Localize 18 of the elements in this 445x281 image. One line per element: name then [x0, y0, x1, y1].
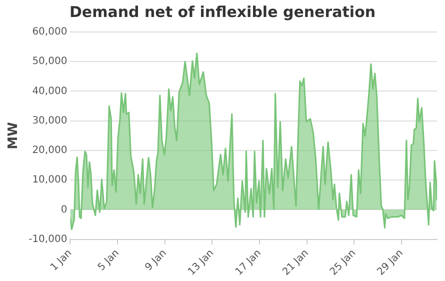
y-tick-label: 50,000	[32, 56, 68, 68]
y-tick-label: 60,000	[32, 26, 68, 38]
x-tick-label: 5 Jan	[96, 248, 122, 274]
x-tick-label: 1 Jan	[48, 248, 74, 274]
y-tick-label: -10,000	[28, 234, 68, 245]
y-tick-label: 0	[60, 204, 68, 216]
y-axis-title: MW	[6, 122, 22, 150]
x-tick-label: 25 Jan	[328, 248, 358, 278]
y-tick-label: 30,000	[32, 115, 68, 126]
x-tick-label: 17 Jan	[234, 248, 264, 278]
x-tick-label: 9 Jan	[143, 248, 169, 274]
chart-title: Demand net of inflexible generation	[68, 2, 377, 23]
y-tick-label: 40,000	[32, 86, 68, 97]
x-tick-label: 29 Jan	[376, 248, 406, 278]
y-tick-label: 20,000	[32, 145, 68, 156]
x-tick-label: 13 Jan	[186, 248, 216, 278]
y-tick-label: 10,000	[32, 174, 68, 186]
x-tick-label: 21 Jan	[280, 248, 311, 278]
